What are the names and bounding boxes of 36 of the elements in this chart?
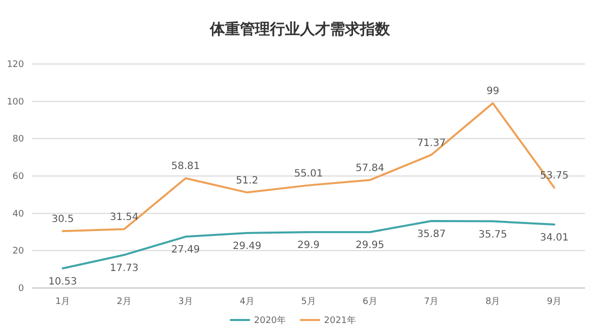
data-label: 57.84 — [356, 163, 384, 174]
x-tick-label: 9月 — [546, 297, 562, 307]
data-label: 55.01 — [294, 168, 323, 180]
y-tick-label: 60 — [12, 172, 24, 182]
data-label: 30.5 — [52, 214, 74, 226]
data-label: 17.73 — [110, 262, 138, 274]
x-tick-label: 7月 — [424, 297, 439, 307]
data-label: 99 — [486, 86, 500, 98]
x-tick-label: 2月 — [116, 297, 132, 307]
legend-label: 2021年 — [324, 315, 356, 326]
data-label: 51.2 — [236, 175, 258, 186]
x-tick-label: 5月 — [301, 297, 316, 307]
data-label: 10.53 — [48, 276, 78, 288]
y-tick-label: 80 — [12, 134, 24, 145]
y-tick-label: 20 — [12, 246, 24, 257]
x-tick-label: 8月 — [485, 297, 500, 307]
data-label: 35.87 — [417, 229, 446, 240]
y-tick-label: 120 — [6, 60, 24, 70]
y-tick-label: 100 — [6, 97, 24, 108]
y-tick-label: 40 — [12, 209, 24, 220]
data-label: 29.95 — [356, 240, 384, 252]
legend-label: 2020年 — [254, 315, 286, 326]
x-tick-label: 6月 — [362, 297, 378, 307]
data-label: 29.9 — [297, 240, 320, 252]
data-label: 29.49 — [232, 240, 262, 252]
data-label: 58.81 — [171, 161, 200, 172]
chart-title: 体重管理行业人才需求指数 — [209, 20, 391, 38]
data-label: 27.49 — [171, 244, 200, 256]
x-tick-label: 4月 — [240, 297, 254, 307]
data-label: 34.01 — [540, 232, 569, 244]
data-label: 35.75 — [478, 229, 508, 240]
y-tick-label: 0 — [18, 284, 24, 294]
data-label: 31.54 — [110, 212, 138, 224]
x-tick-label: 3月 — [178, 297, 193, 307]
data-label: 71.37 — [417, 138, 446, 149]
x-tick-label: 1月 — [55, 297, 70, 307]
